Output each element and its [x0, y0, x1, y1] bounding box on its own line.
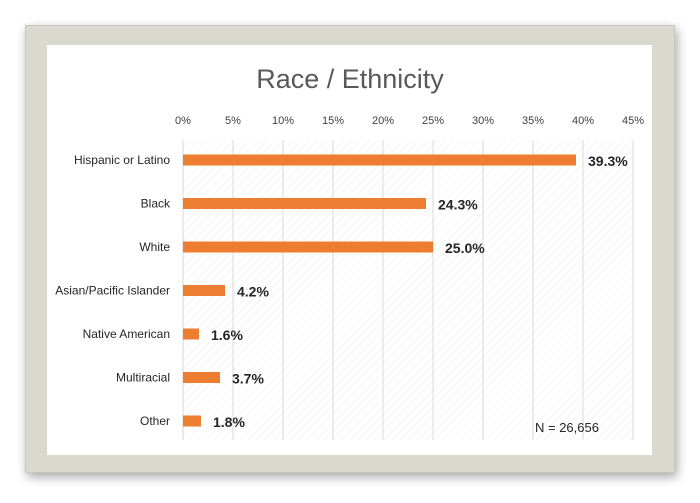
category-label: Black [141, 197, 171, 211]
x-tick-label: 20% [372, 115, 394, 127]
data-label: 1.6% [211, 327, 243, 343]
category-label: White [139, 240, 170, 254]
chart-title: Race / Ethnicity [256, 64, 444, 94]
x-tick-label: 40% [572, 115, 594, 127]
bar [183, 154, 576, 166]
category-label: Native American [83, 327, 170, 341]
bar [183, 372, 220, 383]
data-label: 1.8% [213, 414, 245, 430]
x-tick-label: 10% [272, 115, 294, 127]
plot-area [182, 140, 632, 440]
x-tick-label: 25% [422, 115, 444, 127]
bars [183, 154, 576, 427]
category-label: Hispanic or Latino [74, 153, 170, 167]
x-axis-ticks: 0% 5% 10% 15% 20% 25% 30% 35% 40% 45% [175, 115, 644, 127]
data-label: 4.2% [237, 284, 269, 300]
gridlines [182, 140, 634, 440]
category-labels: Hispanic or Latino Black White Asian/Pacifi… [55, 153, 171, 428]
x-tick-label: 30% [472, 115, 494, 127]
data-label: 3.7% [232, 371, 264, 387]
bar [183, 415, 201, 427]
x-tick-label: 5% [225, 115, 241, 127]
data-label: 24.3% [438, 197, 478, 213]
x-tick-label: 15% [322, 115, 344, 127]
data-labels: 39.3% 24.3% 25.0% 4.2% 1.6% 3.7% 1.8% [211, 153, 628, 430]
bar [183, 285, 225, 296]
category-label: Other [140, 414, 170, 428]
data-label: 39.3% [588, 153, 628, 169]
category-label: Multiracial [116, 371, 170, 385]
x-tick-label: 35% [522, 115, 544, 127]
x-tick-label: 0% [175, 115, 191, 127]
data-label: 25.0% [445, 240, 485, 256]
bar [183, 241, 433, 253]
bar [183, 328, 199, 340]
bar [183, 198, 426, 209]
sample-size-note: N = 26,656 [535, 420, 599, 435]
x-tick-label: 45% [622, 115, 644, 127]
category-label: Asian/Pacific Islander [55, 284, 170, 298]
